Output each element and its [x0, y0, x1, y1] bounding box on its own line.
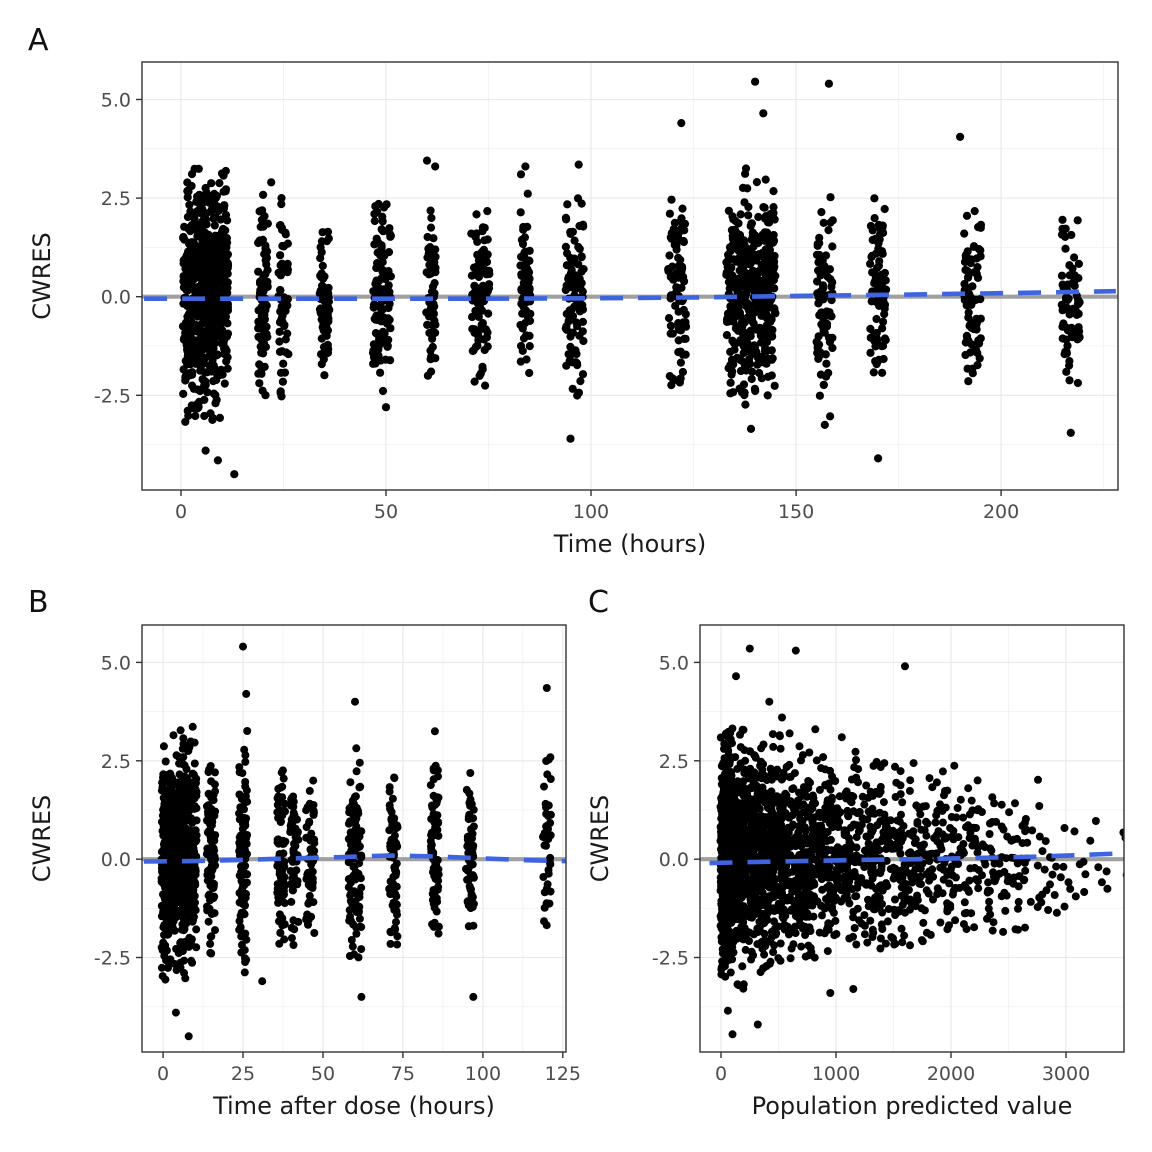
x-tick-label: 150 — [778, 501, 814, 523]
y-tick-label: -2.5 — [652, 948, 689, 970]
x-tick-label: 1000 — [812, 1063, 860, 1085]
x-axis-title: Time (hours) — [553, 530, 707, 558]
panel-letter-b: B — [28, 585, 49, 620]
y-tick-label: 2.5 — [659, 751, 689, 773]
x-tick-label: 200 — [983, 501, 1019, 523]
x-tick-label: 0 — [175, 501, 187, 523]
x-tick-label: 2000 — [927, 1063, 975, 1085]
cwres-vs-time-after-dose-svg: 0 25 50 75 100 125 -2.5 0.0 2.5 5.0 Time after dos… — [28, 624, 581, 1120]
x-tick-label: 50 — [374, 501, 398, 523]
x-tick-label: 100 — [573, 501, 609, 523]
panel-b-cwres-vs-time-after-dose: 0 25 50 75 100 125 -2.5 0.0 2.5 5.0 Time after dos… — [20, 578, 590, 1152]
panel-c-cwres-vs-population-predicted: 0 1000 2000 3000 -2.5 0.0 2.5 5.0 Population pre… — [578, 578, 1152, 1152]
x-axis-title: Time after dose (hours) — [212, 1092, 495, 1120]
x-tick-label: 3000 — [1042, 1063, 1090, 1085]
x-tick-label: 0 — [157, 1063, 169, 1085]
panel-letter-a: A — [28, 23, 49, 58]
y-tick-label: 2.5 — [101, 751, 131, 773]
y-tick-label: -2.5 — [94, 385, 131, 407]
cwres-vs-population-predicted-svg: 0 1000 2000 3000 -2.5 0.0 2.5 5.0 Population pre… — [586, 624, 1125, 1120]
y-tick-label: 2.5 — [101, 188, 131, 210]
x-tick-label: 25 — [231, 1063, 255, 1085]
x-tick-label: 100 — [465, 1063, 501, 1085]
plot-background — [142, 62, 1118, 490]
x-tick-label: 0 — [715, 1063, 727, 1085]
smoother-line — [143, 853, 566, 864]
cwres-vs-time-svg: 0 50 100 150 200 -2.5 0.0 2.5 5.0 Time (hours) CWR… — [28, 61, 1119, 558]
y-tick-label: 0.0 — [101, 287, 131, 309]
y-tick-label: 5.0 — [659, 652, 689, 674]
x-tick-label: 75 — [391, 1063, 415, 1085]
y-axis-title: CWRES — [586, 795, 614, 883]
panel-letter-c: C — [588, 585, 609, 620]
scatter-points — [143, 642, 566, 1041]
y-tick-label: 0.0 — [101, 849, 131, 871]
y-tick-label: 5.0 — [101, 90, 131, 112]
panel-border — [699, 624, 1125, 1053]
panel-border — [141, 61, 1119, 491]
y-axis-title: CWRES — [28, 232, 56, 320]
panel-border — [141, 624, 567, 1053]
scatter-points — [144, 77, 1116, 479]
y-tick-label: 5.0 — [101, 652, 131, 674]
x-tick-label: 125 — [545, 1063, 581, 1085]
scatter-points — [709, 644, 1124, 1039]
y-tick-label: 0.0 — [659, 849, 689, 871]
panel-a-cwres-vs-time: 0 50 100 150 200 -2.5 0.0 2.5 5.0 Time (hours) CWR… — [20, 18, 1132, 566]
y-tick-label: -2.5 — [94, 948, 131, 970]
y-axis-title: CWRES — [28, 795, 56, 883]
x-axis-title: Population predicted value — [752, 1092, 1073, 1120]
x-tick-label: 50 — [311, 1063, 335, 1085]
smoother-line — [144, 288, 1116, 301]
smoother-line — [709, 851, 1124, 866]
